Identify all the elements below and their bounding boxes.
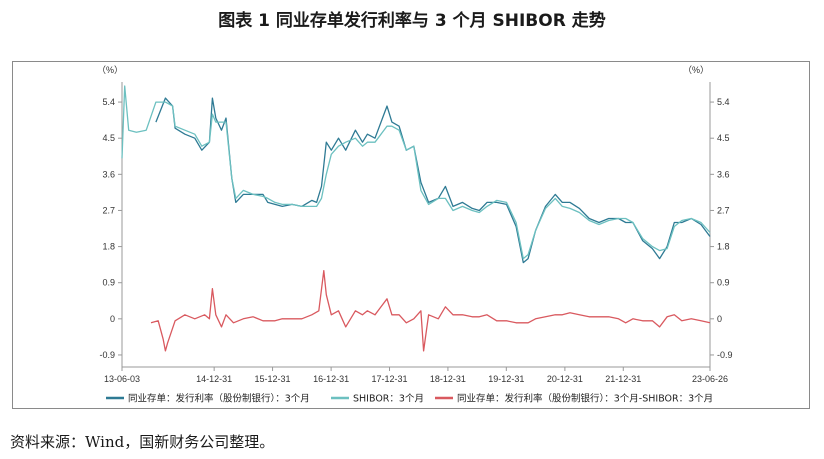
right-y-tick-label: 0 xyxy=(717,314,722,324)
right-y-tick-label: 4.5 xyxy=(717,133,730,143)
right-y-tick-label: 1.8 xyxy=(717,242,730,252)
right-y-tick-label: 5.4 xyxy=(717,97,730,107)
series-line-2 xyxy=(121,85,711,260)
right-y-tick-label: 3.6 xyxy=(717,169,730,179)
legend-label-1: 同业存单：发行利率（股份制银行）：3个月 xyxy=(128,393,310,405)
line-chart: （%） （%） 5.4 5.4 4.5 4.5 3.6 3.6 2.7 2.7 1.8 1.8 0.9 0… xyxy=(97,65,733,405)
right-unit-label: （%） xyxy=(683,65,709,75)
right-y-tick-label: -0.9 xyxy=(717,350,733,360)
left-y-tick-label: 3.6 xyxy=(102,169,115,179)
chart-title: 图表 1 同业存单发行利率与 3 个月 SHIBOR 走势 xyxy=(218,11,606,31)
x-tick-label: 19-12-31 xyxy=(488,374,524,384)
series-line-3 xyxy=(150,270,711,352)
x-tick-label: 18-12-31 xyxy=(430,374,466,384)
x-tick-label: 17-12-31 xyxy=(372,374,408,384)
chart-frame: （%） （%） 5.4 5.4 4.5 4.5 3.6 3.6 2.7 2.7 1.8 1.8 0.9 0… xyxy=(12,61,810,409)
left-y-tick-label: 5.4 xyxy=(102,97,115,107)
left-unit-label: （%） xyxy=(97,65,123,75)
x-tick-label: 16-12-31 xyxy=(313,374,349,384)
left-y-tick-label: 0.9 xyxy=(102,278,115,288)
source-note: 资料来源：Wind，国新财务公司整理。 xyxy=(10,433,275,451)
legend-label-3: 同业存单：发行利率（股份制银行）：3个月-SHIBOR：3个月 xyxy=(457,393,713,405)
x-tick-label: 20-12-31 xyxy=(547,374,583,384)
series-line-1 xyxy=(155,97,711,264)
left-y-tick-label: 2.7 xyxy=(102,205,115,215)
x-tick-label: 23-06-26 xyxy=(692,374,728,384)
left-y-tick-label: -0.9 xyxy=(99,350,115,360)
right-y-tick-label: 2.7 xyxy=(717,205,730,215)
left-y-tick-label: 1.8 xyxy=(102,242,115,252)
left-y-tick-label: 4.5 xyxy=(102,133,115,143)
x-tick-label: 14-12-31 xyxy=(196,374,232,384)
x-tick-label: 21-12-31 xyxy=(605,374,641,384)
x-tick-label: 13-06-03 xyxy=(104,374,140,384)
x-tick-label: 15-12-31 xyxy=(255,374,291,384)
left-y-tick-label: 0 xyxy=(110,314,115,324)
right-y-tick-label: 0.9 xyxy=(717,278,730,288)
legend-label-2: SHIBOR：3个月 xyxy=(353,394,424,405)
